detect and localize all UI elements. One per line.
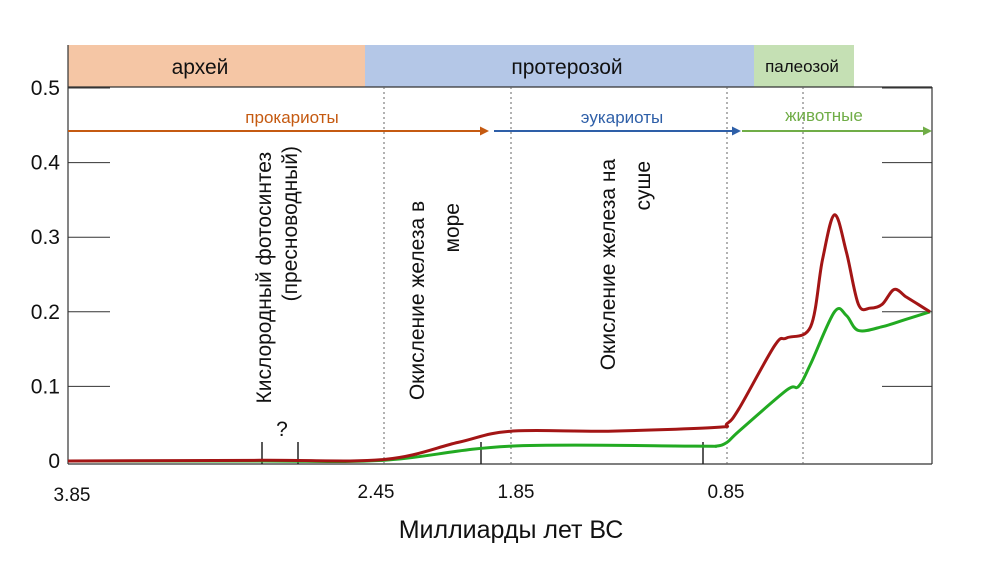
x-tick-label-3.85: 3.85 [54,485,91,506]
y-tick-label: 0.2 [31,301,60,324]
animals-arrowhead [923,126,932,136]
era-bar-paleozoic [754,45,854,87]
event-label-photosynthesis-line-2: (пресноводный) [279,146,302,301]
y-tick-label: 0.1 [31,375,60,398]
y-tick-label: 0.3 [31,226,60,249]
event-label-photosynthesis-line-1: Кислородный фотосинтез [253,152,276,404]
prokaryotes-label: прокариоты [245,108,338,127]
x-tick-label-2.45: 2.45 [358,482,395,503]
y-axis-tick-labels: 0 0.1 0.2 0.3 0.4 0.5 [31,77,61,473]
event-label-iron-land: Окисление железа на суше [597,153,655,370]
era-label-paleozoic: палеозой [765,57,839,76]
event-label-iron-land-line-1: Окисление железа на [597,159,620,371]
era-label-archean: архей [172,56,229,79]
event-label-iron-land-line-2: суше [632,161,655,211]
eukaryotes-arrowhead [732,126,741,136]
series-line-upper [67,213,931,463]
life-arrows: прокариоты эукариоты животные [68,106,932,136]
era-bars: архей протерозой палеозой [68,45,854,87]
x-axis-tick-labels: 3.85 2.45 1.85 0.85 [54,482,745,506]
x-axis-label: Миллиарды лет ВС [399,516,624,544]
era-label-proterozoic: протерозой [511,56,622,79]
animals-label: животные [785,106,863,125]
data-curves [67,213,931,464]
event-label-iron-sea: Окисление железа в море [406,195,464,400]
event-labels: Кислородный фотосинтез (пресноводный) Ок… [253,146,655,441]
era-bar-archean [68,45,365,87]
photosynthesis-question-mark: ? [276,418,288,441]
event-label-photosynthesis: Кислородный фотосинтез (пресноводный) [253,146,302,404]
y-tick-label: 0 [48,450,60,473]
series-line-lower [67,307,931,464]
era-bar-proterozoic [365,45,754,87]
y-axis-ticks [68,87,932,387]
y-tick-label: 0.4 [31,152,61,175]
prokaryotes-arrowhead [480,126,489,136]
x-tick-label-0.85: 0.85 [708,482,745,503]
event-label-iron-sea-line-1: Окисление железа в [406,201,429,400]
event-label-iron-sea-line-2: море [441,203,464,252]
eukaryotes-label: эукариоты [581,108,663,127]
y-tick-label: 0.5 [31,77,60,100]
x-tick-label-1.85: 1.85 [498,482,535,503]
plot-frame [67,45,933,465]
